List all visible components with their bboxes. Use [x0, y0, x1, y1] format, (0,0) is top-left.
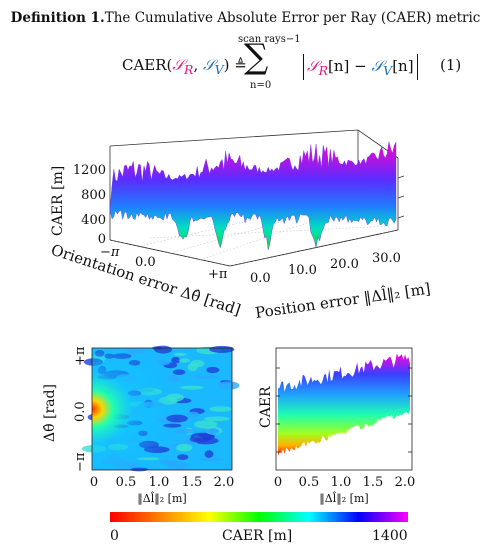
z-tick-label: 800: [81, 188, 106, 203]
heatmap-x-tick: 2.0: [214, 475, 235, 490]
eq-rhs-sub1: R: [318, 63, 329, 78]
equation-lhs: CAER(𝒮R, 𝒮V) ≜: [122, 56, 247, 77]
position-tick-label: 20.0: [330, 257, 359, 272]
side-view-band: [278, 353, 410, 456]
orientation-axis: −π 0.0 +π: [100, 245, 228, 282]
position-tick-label: 30.0: [372, 251, 401, 266]
heatmap-x-tick: 0: [90, 475, 98, 490]
heatmap-x-label: ‖Δl̂‖₂ [m]: [137, 492, 186, 506]
position-tick-label: 10.0: [288, 263, 317, 278]
heatmap-x-tick: 1.0: [149, 475, 170, 490]
eq-rhs-index1: [n] −: [328, 57, 372, 75]
orientation-tick-label: −π: [100, 245, 120, 260]
sum-upper-limit: scan rays−1: [238, 34, 301, 45]
z-tick-label: 0: [98, 232, 106, 247]
side-view-x-tick: 1.0: [331, 475, 352, 490]
colorbar-title: CAER [m]: [222, 528, 293, 544]
sum-symbol: ∑: [244, 37, 269, 77]
side-view-x-tick: 0: [274, 475, 282, 490]
side-view-x-tick: 0.5: [299, 475, 320, 490]
z-tick-label: 1200: [73, 163, 106, 178]
position-tick-label: 0.0: [250, 271, 271, 286]
equation-rhs: 𝒮R[n] − 𝒮V[n]: [300, 54, 421, 80]
heatmap-frame: [91, 347, 233, 471]
heatmap-x-tick: 0.5: [116, 475, 137, 490]
z-axis: CAER [m] 1200 800 400 0: [50, 163, 106, 247]
side-view-x-tick: 2.0: [395, 475, 416, 490]
eq-rhs-term1: 𝒮: [307, 57, 319, 75]
definition-text: The Cumulative Absolute Error per Ray (C…: [104, 10, 481, 26]
eq-arg1-sub: R: [184, 62, 194, 77]
eq-arg2: 𝒮: [203, 56, 215, 74]
abs-bar-left: [303, 54, 304, 80]
side-view-y-label: CAER: [258, 386, 274, 428]
eq-arg1: 𝒮: [172, 56, 185, 74]
heatmap-y-tick: 0.0: [73, 401, 88, 422]
equation-number: (1): [440, 56, 462, 74]
side-view-frame: [275, 347, 413, 471]
surface-plot: CAER [m] 1200 800 400 0 −π 0.0 +π 0.0 10…: [49, 129, 432, 322]
side-view-x-label: ‖Δl̂‖₂ [m]: [319, 492, 368, 506]
heatmap-plot: Δθ̂ [rad] +π 0.0 −π 0 0.5 1.0 1.5 2.0 ‖Δ…: [42, 345, 240, 506]
z-right-ticks: [397, 175, 405, 219]
heatmap-x-tick: 1.5: [182, 475, 203, 490]
caer-equation: CAER(𝒮R, 𝒮V) ≜ scan rays−1 ∑ n=0 𝒮R[n] −…: [100, 34, 480, 94]
abs-bar-right: [416, 54, 418, 80]
side-view-x-tick: 1.5: [363, 475, 384, 490]
sum-lower-limit: n=0: [250, 80, 272, 91]
z-axis-label: CAER [m]: [50, 166, 66, 236]
position-axis-label: Position error ‖Δl̂‖₂ [m]: [254, 279, 432, 322]
side-view-plot: CAER 0 0.5 1.0 1.5 2.0 ‖Δl̂‖₂ [m]: [258, 347, 416, 506]
eq-rhs-sub2: V: [383, 63, 393, 78]
colorbar-max-label: 1400: [372, 528, 408, 544]
colorbar: [110, 512, 408, 522]
eq-lhs-close: ) ≜: [223, 56, 247, 74]
side-view-ticks: [276, 367, 412, 453]
definition-label: Definition 1.: [10, 10, 105, 26]
heatmap-y-tick: +π: [73, 346, 88, 366]
orientation-tick-label: 0.0: [135, 255, 156, 270]
heatmap-y-label: Δθ̂ [rad]: [42, 384, 58, 442]
surface-spikes: [109, 141, 397, 251]
eq-lhs-name: CAER(: [122, 56, 173, 74]
heatmap-y-tick: −π: [73, 452, 88, 472]
heatmap-center-glow: [92, 348, 232, 470]
eq-rhs-index2: [n]: [392, 57, 414, 75]
definition-line: Definition 1.The Cumulative Absolute Err…: [0, 10, 491, 26]
orientation-tick-label: +π: [208, 267, 228, 282]
eq-rhs-term2: 𝒮: [371, 57, 384, 75]
colorbar-min-label: 0: [110, 528, 119, 544]
eq-comma: ,: [193, 56, 203, 74]
z-tick-label: 400: [81, 213, 106, 228]
eq-arg2-sub: V: [214, 62, 224, 77]
position-axis: 0.0 10.0 20.0 30.0: [250, 251, 401, 286]
